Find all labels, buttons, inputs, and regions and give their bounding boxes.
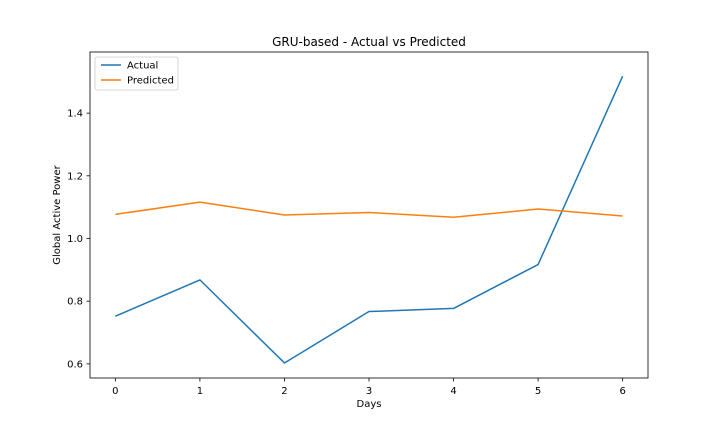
x-tick-label: 2 [281,386,287,397]
y-tick-label: 0.8 [67,297,83,308]
y-tick-label: 0.6 [67,359,83,370]
x-axis-label: Days [357,399,382,410]
y-axis: 0.6 0.8 1.0 1.2 1.4 [67,109,90,370]
x-tick-label: 0 [112,386,118,397]
legend-label-predicted: Predicted [127,76,174,87]
y-tick-label: 1.2 [67,171,83,182]
x-axis: 0 1 2 3 4 5 6 [112,378,626,397]
y-axis-label: Global Active Power [52,164,63,264]
x-tick-label: 1 [197,386,203,397]
legend-entries: Actual Predicted [101,61,174,87]
chart-title: GRU-based - Actual vs Predicted [272,35,466,49]
x-tick-label: 5 [535,386,541,397]
x-tick-label: 4 [450,386,456,397]
x-tick-label: 6 [619,386,625,397]
y-tick-label: 1.0 [67,234,83,245]
legend: Actual Predicted [94,56,179,91]
series-layer [115,75,624,364]
x-tick-label: 3 [366,386,372,397]
legend-label-actual: Actual [127,61,158,72]
y-tick-label: 1.4 [67,109,83,120]
